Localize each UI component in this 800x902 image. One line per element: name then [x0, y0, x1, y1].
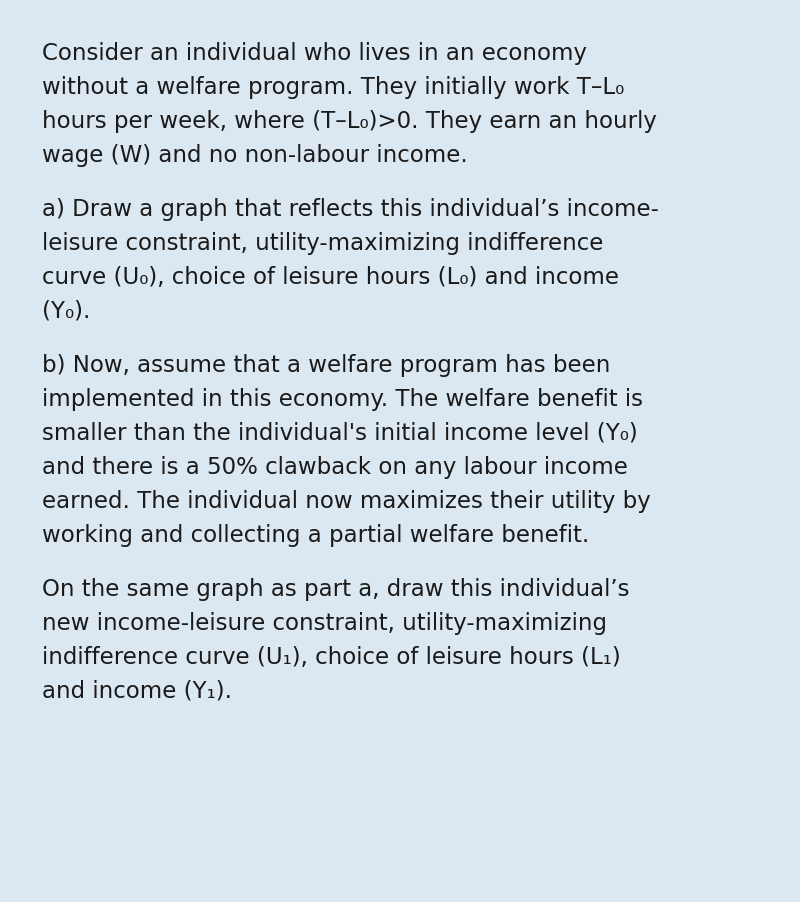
Text: earned. The individual now maximizes their utility by: earned. The individual now maximizes the…	[42, 490, 650, 513]
Text: wage (W) and no non-labour income.: wage (W) and no non-labour income.	[42, 144, 468, 167]
Text: b) Now, assume that a welfare program has been: b) Now, assume that a welfare program ha…	[42, 354, 610, 377]
Text: implemented in this economy. The welfare benefit is: implemented in this economy. The welfare…	[42, 388, 643, 411]
Text: without a welfare program. They initially work T–L₀: without a welfare program. They initiall…	[42, 76, 624, 99]
Text: and there is a 50% clawback on any labour income: and there is a 50% clawback on any labou…	[42, 456, 628, 479]
Text: smaller than the individual's initial income level (Y₀): smaller than the individual's initial in…	[42, 422, 638, 445]
Text: and income (Y₁).: and income (Y₁).	[42, 680, 232, 703]
Text: curve (U₀), choice of leisure hours (L₀) and income: curve (U₀), choice of leisure hours (L₀)…	[42, 266, 619, 289]
Text: new income-leisure constraint, utility-maximizing: new income-leisure constraint, utility-m…	[42, 612, 607, 635]
Text: working and collecting a partial welfare benefit.: working and collecting a partial welfare…	[42, 524, 590, 547]
Text: Consider an individual who lives in an economy: Consider an individual who lives in an e…	[42, 42, 587, 65]
Text: hours per week, where (T–L₀)>0. They earn an hourly: hours per week, where (T–L₀)>0. They ear…	[42, 110, 657, 133]
Text: indifference curve (U₁), choice of leisure hours (L₁): indifference curve (U₁), choice of leisu…	[42, 646, 621, 669]
Text: On the same graph as part a, draw this individual’s: On the same graph as part a, draw this i…	[42, 578, 630, 601]
Text: leisure constraint, utility-maximizing indifference: leisure constraint, utility-maximizing i…	[42, 232, 603, 255]
Text: (Y₀).: (Y₀).	[42, 300, 90, 323]
Text: a) Draw a graph that reflects this individual’s income-: a) Draw a graph that reflects this indiv…	[42, 198, 659, 221]
